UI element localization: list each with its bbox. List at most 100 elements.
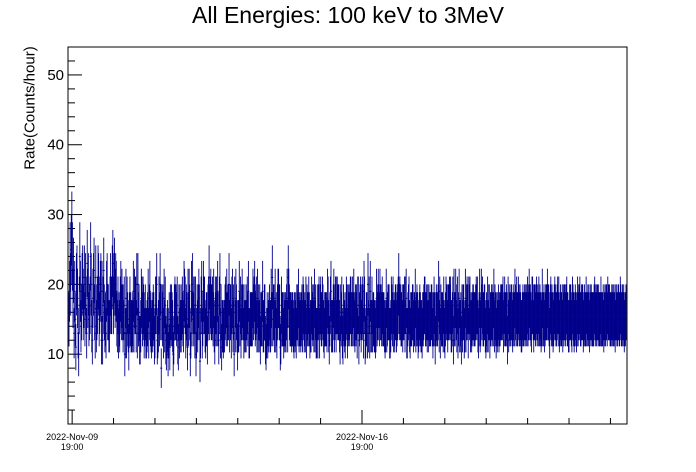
- data-point: [245, 325, 248, 327]
- data-point: [128, 318, 131, 320]
- data-point: [488, 311, 491, 313]
- data-point: [290, 318, 293, 320]
- data-point: [589, 318, 592, 320]
- data-point: [70, 248, 73, 250]
- data-point: [358, 318, 361, 320]
- data-point: [603, 318, 606, 320]
- data-point: [390, 304, 393, 306]
- data-point: [256, 297, 259, 299]
- data-point: [603, 311, 606, 313]
- data-point: [78, 304, 81, 306]
- data-point: [161, 311, 164, 313]
- data-point: [125, 332, 128, 334]
- data-point: [587, 318, 590, 320]
- data-point: [381, 304, 384, 306]
- data-point: [122, 311, 125, 313]
- data-point: [155, 304, 158, 306]
- data-point: [504, 318, 507, 320]
- data-point: [352, 297, 355, 299]
- data-point: [118, 325, 121, 327]
- data-point: [327, 325, 330, 327]
- data-point: [459, 318, 462, 320]
- data-point: [621, 311, 624, 313]
- data-point: [164, 339, 167, 341]
- data-point: [246, 304, 249, 306]
- data-point: [163, 297, 166, 299]
- data-point: [143, 332, 146, 334]
- data-point: [171, 325, 174, 327]
- data-point: [195, 353, 198, 355]
- data-point: [431, 318, 434, 320]
- data-point: [448, 304, 451, 306]
- data-point: [327, 304, 330, 306]
- data-point: [599, 304, 602, 306]
- data-point: [495, 332, 498, 334]
- data-point: [537, 304, 540, 306]
- data-point: [239, 332, 242, 334]
- data-point: [209, 297, 212, 299]
- data-point: [550, 318, 553, 320]
- data-point: [608, 311, 611, 313]
- data-point: [479, 318, 482, 320]
- data-point: [374, 332, 377, 334]
- data-point: [150, 325, 153, 327]
- data-point: [136, 332, 139, 334]
- data-point: [514, 311, 517, 313]
- data-point: [386, 318, 389, 320]
- data-point: [604, 318, 607, 320]
- data-point: [79, 290, 82, 292]
- data-point: [478, 318, 481, 320]
- data-point: [94, 276, 97, 278]
- data-point: [258, 325, 261, 327]
- data-point: [385, 325, 388, 327]
- data-point: [123, 353, 126, 355]
- data-point: [517, 311, 520, 313]
- data-point: [251, 318, 254, 320]
- data-point: [83, 318, 86, 320]
- data-point: [347, 311, 350, 313]
- data-point: [301, 325, 304, 327]
- data-point: [176, 304, 179, 306]
- data-point: [210, 311, 213, 313]
- data-point: [159, 283, 162, 285]
- data-point: [521, 318, 524, 320]
- data-point: [212, 297, 215, 299]
- data-point: [466, 304, 469, 306]
- data-point: [578, 311, 581, 313]
- data-point: [494, 318, 497, 320]
- data-point: [124, 297, 127, 299]
- data-point: [338, 325, 341, 327]
- data-point: [582, 325, 585, 327]
- data-point: [369, 290, 372, 292]
- data-point: [286, 325, 289, 327]
- data-point: [103, 325, 106, 327]
- data-point: [129, 318, 132, 320]
- data-point: [480, 297, 483, 299]
- data-point: [426, 325, 429, 327]
- data-point: [395, 325, 398, 327]
- data-point: [180, 325, 183, 327]
- data-point: [355, 318, 358, 320]
- data-point: [81, 283, 84, 285]
- data-point: [622, 311, 625, 313]
- data-point: [577, 318, 580, 320]
- data-point: [109, 283, 112, 285]
- data-point: [552, 325, 555, 327]
- data-point: [539, 311, 542, 313]
- data-point: [443, 332, 446, 334]
- data-point: [313, 297, 316, 299]
- data-point: [392, 304, 395, 306]
- data-point: [293, 318, 296, 320]
- data-point: [279, 339, 282, 341]
- data-point: [427, 311, 430, 313]
- data-point: [529, 318, 532, 320]
- data-point: [275, 332, 278, 334]
- data-point: [160, 311, 163, 313]
- data-point: [466, 311, 469, 313]
- data-point: [406, 318, 409, 320]
- data-point: [475, 311, 478, 313]
- data-point: [540, 318, 543, 320]
- data-point: [114, 297, 117, 299]
- data-point: [546, 297, 549, 299]
- data-point: [590, 311, 593, 313]
